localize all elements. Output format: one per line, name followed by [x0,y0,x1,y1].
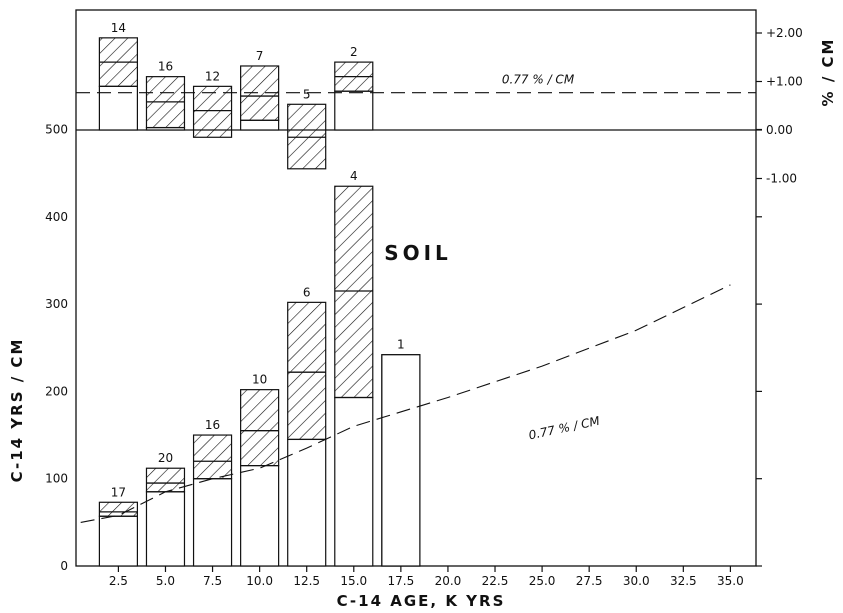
bottom-error-box [334,185,374,399]
x-tick-label: 22.5 [482,574,509,588]
bottom-error-box [145,467,186,493]
bottom-count-label: 6 [303,285,311,299]
top-count-label: 7 [256,49,264,63]
top-count-label: 2 [350,45,358,59]
bottom-count-label: 16 [205,418,220,432]
top-y-tick-label: +2.00 [766,26,803,40]
bottom-bar [145,491,186,567]
x-tick-label: 12.5 [293,574,320,588]
bottom-count-label: 10 [252,373,267,387]
top-reference-label: 0.77 % / CM [502,73,575,87]
bottom-bar [287,438,327,567]
bottom-count-label: 20 [158,451,173,465]
bottom-error-box [287,301,327,441]
reference-lines: 0.77 % / CM 0.77 % / CM [76,73,756,523]
x-axis-title: C-14 AGE, K YRS [337,592,506,610]
top-count-label: 14 [111,21,126,35]
top-count-label: 16 [158,60,173,74]
bottom-error-box [192,434,233,480]
top-error-box [287,103,327,170]
top-bar [240,119,280,131]
bottom-y-axis-title: C-14 YRS / CM [8,338,26,483]
bottom-count-label: 17 [111,485,126,499]
bottom-panel-y-axis: 0 100 200 300 400 500 [45,123,762,573]
x-tick-label: 17.5 [388,574,415,588]
top-y-tick-label: -1.00 [766,172,797,186]
bottom-bar [381,354,421,567]
x-tick-label: 15.0 [340,574,367,588]
bottom-y-tick-label: 400 [45,210,68,224]
bottom-y-tick-label: 200 [45,384,68,398]
x-tick-label: 10.0 [246,574,273,588]
x-tick-label: 2.5 [109,574,128,588]
bottom-y-tick-label: 0 [60,559,68,573]
bottom-y-tick-label: 100 [45,472,68,486]
bottom-reference-label: 0.77 % / CM [527,414,601,443]
top-count-label: 5 [303,87,311,101]
bottom-bar [98,515,139,567]
bottom-count-label: 1 [397,338,405,352]
x-tick-label: 30.0 [623,574,650,588]
bottom-error-box [240,389,280,467]
bottom-bar [240,465,280,567]
bottom-bar [334,396,374,567]
x-tick-label: 5.0 [156,574,175,588]
top-panel-y-axis: +2.00 +1.00 0.00 -1.00 [756,26,803,186]
x-axis: 2.5 5.0 7.5 10.0 12.5 15.0 17.5 20.0 22.5 25.0 27.… [109,566,744,588]
panel-label: SOIL [384,241,452,265]
top-y-tick-label: 0.00 [766,123,793,137]
bottom-panel-bars: 17 20 16 10 6 4 1 [98,169,421,567]
x-tick-label: 35.0 [717,574,744,588]
bottom-y-tick-label: 500 [45,123,68,137]
top-error-box [192,85,233,138]
x-tick-label: 25.0 [529,574,556,588]
bottom-count-label: 4 [350,169,358,183]
top-panel-bars: 14 16 12 7 5 2 [98,21,374,170]
top-bar [334,90,374,131]
x-tick-label: 32.5 [670,574,697,588]
top-y-axis-title: % / CM [819,38,837,107]
bottom-bar [192,478,233,567]
x-tick-label: 27.5 [576,574,603,588]
x-tick-label: 20.0 [435,574,462,588]
x-tick-label: 7.5 [203,574,222,588]
bottom-reference-curve [80,284,731,523]
top-y-tick-label: +1.00 [766,75,803,89]
bottom-y-tick-label: 300 [45,297,68,311]
bottom-error-box [98,501,139,517]
top-count-label: 12 [205,69,220,83]
